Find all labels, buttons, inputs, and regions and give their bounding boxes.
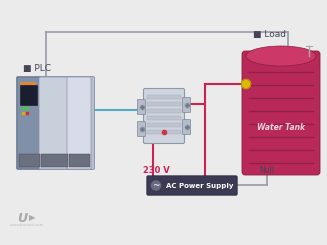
FancyBboxPatch shape: [68, 154, 90, 167]
FancyBboxPatch shape: [147, 109, 181, 113]
Text: ~: ~: [152, 182, 160, 191]
FancyBboxPatch shape: [17, 77, 41, 169]
Text: U: U: [17, 211, 27, 224]
FancyBboxPatch shape: [16, 76, 95, 170]
FancyBboxPatch shape: [242, 51, 320, 175]
Circle shape: [242, 79, 250, 88]
Text: 230 V: 230 V: [143, 166, 169, 175]
FancyBboxPatch shape: [137, 99, 146, 114]
FancyBboxPatch shape: [137, 122, 146, 136]
FancyBboxPatch shape: [20, 86, 37, 105]
FancyBboxPatch shape: [41, 154, 67, 167]
Ellipse shape: [246, 46, 316, 66]
FancyBboxPatch shape: [147, 130, 181, 134]
FancyBboxPatch shape: [182, 120, 191, 135]
FancyBboxPatch shape: [147, 116, 181, 120]
FancyBboxPatch shape: [39, 77, 69, 169]
Text: Null: Null: [259, 166, 274, 175]
Text: AC Power Supply: AC Power Supply: [166, 183, 233, 188]
Text: ■ PLC: ■ PLC: [23, 63, 51, 73]
FancyBboxPatch shape: [67, 77, 91, 169]
FancyBboxPatch shape: [20, 82, 36, 85]
FancyBboxPatch shape: [147, 95, 181, 99]
FancyBboxPatch shape: [182, 98, 191, 112]
Circle shape: [150, 180, 162, 191]
Text: Water Tank: Water Tank: [257, 122, 305, 132]
Text: uninstructed.com: uninstructed.com: [10, 223, 44, 227]
Text: ▶: ▶: [29, 213, 35, 222]
Text: ■ Load: ■ Load: [253, 29, 286, 38]
FancyBboxPatch shape: [147, 123, 181, 127]
FancyBboxPatch shape: [144, 88, 184, 144]
FancyBboxPatch shape: [147, 176, 237, 195]
FancyBboxPatch shape: [19, 154, 40, 167]
FancyBboxPatch shape: [147, 102, 181, 106]
